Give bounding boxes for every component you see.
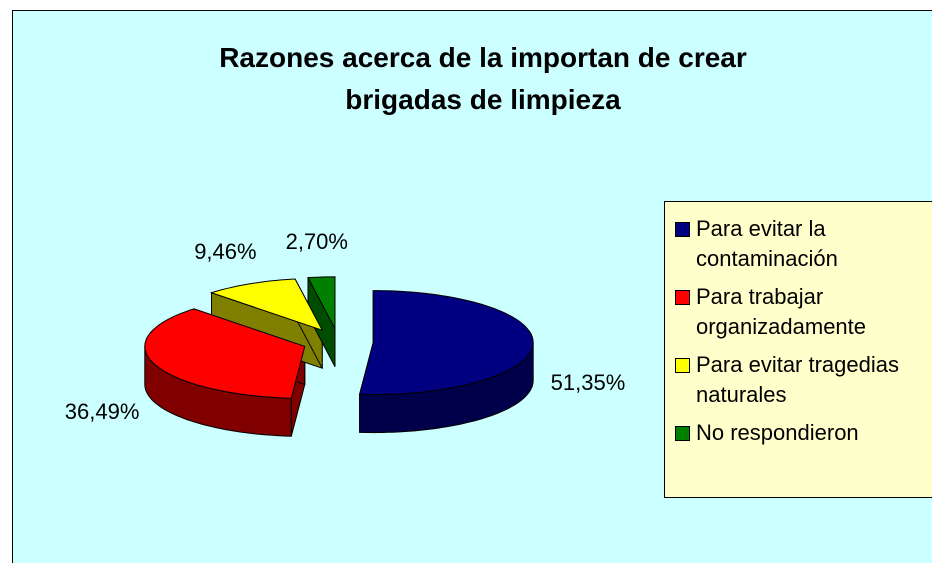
legend-entry: No respondieron [675, 418, 932, 448]
legend-swatch [675, 290, 690, 305]
legend-entry: Para trabajar organizadamente [675, 282, 932, 342]
data-label: 51,35% [551, 370, 626, 395]
legend-entry: Para evitar tragedias naturales [675, 350, 932, 410]
legend-swatch [675, 426, 690, 441]
chart-title: Razones acerca de la importan de crear b… [219, 42, 747, 115]
legend-label: No respondieron [696, 420, 859, 445]
data-label: 9,46% [194, 239, 256, 264]
chart-area: Razones acerca de la importan de crear b… [12, 10, 932, 563]
slice [209, 278, 324, 332]
legend-swatch [675, 358, 690, 373]
pie-labels: 51,35% 36,49% 9,46% 2,70% [65, 229, 626, 424]
slice [307, 276, 336, 330]
slice [144, 308, 306, 399]
legend-label: Para trabajar organizadamente [696, 284, 867, 339]
data-label: 2,70% [286, 229, 348, 254]
slice [358, 290, 534, 396]
data-label: 36,49% [65, 399, 140, 424]
legend-label: Para evitar tragedias naturales [696, 352, 899, 407]
legend-swatch [675, 222, 690, 237]
legend-label: Para evitar la contaminación [696, 216, 838, 271]
legend-entry: Para evitar la contaminación [675, 214, 932, 274]
legend: Para evitar la contaminación Para trabaja… [664, 201, 932, 498]
pie-tops [144, 276, 534, 399]
